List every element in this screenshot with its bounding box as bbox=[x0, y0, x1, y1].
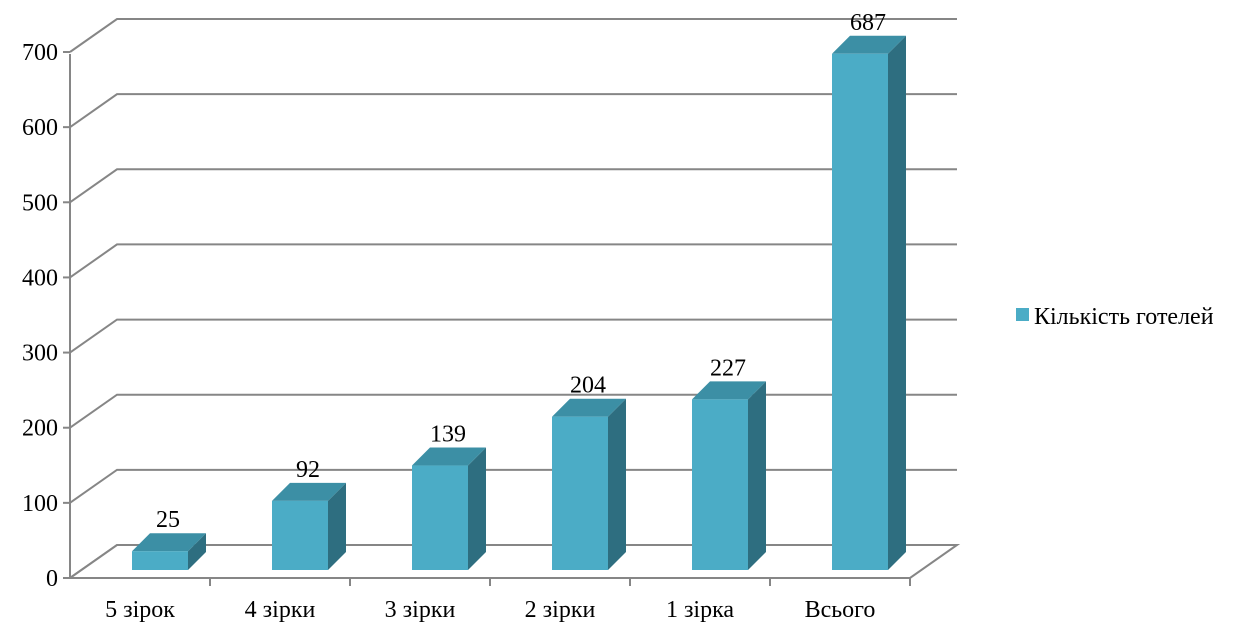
x-tick-label: 3 зірки bbox=[385, 597, 456, 623]
bar-top bbox=[412, 447, 486, 466]
data-label: 25 bbox=[156, 507, 180, 533]
bar bbox=[132, 533, 206, 570]
gridline bbox=[69, 393, 957, 429]
bar bbox=[272, 482, 346, 570]
bar-front bbox=[552, 416, 608, 570]
y-tick-label: 600 bbox=[22, 115, 58, 141]
gridlines bbox=[66, 18, 961, 579]
data-label: 687 bbox=[850, 10, 886, 36]
bar-side bbox=[888, 35, 906, 571]
bar-side bbox=[328, 482, 346, 570]
gridline bbox=[69, 18, 957, 53]
x-tick-label: 4 зірки bbox=[245, 597, 316, 623]
bar-top bbox=[272, 482, 346, 501]
x-tick-label: Всього bbox=[805, 597, 876, 623]
gridline bbox=[69, 93, 957, 128]
bar-top bbox=[132, 533, 206, 552]
data-label: 92 bbox=[296, 457, 320, 483]
x-tick-label: 5 зірок bbox=[105, 597, 175, 623]
y-tick-label: 500 bbox=[22, 190, 58, 216]
bar-front bbox=[692, 399, 748, 570]
bar-side bbox=[188, 533, 206, 570]
gridline bbox=[69, 243, 957, 279]
y-tick-label: 200 bbox=[22, 416, 58, 442]
bar-top bbox=[832, 35, 906, 54]
x-tick-label: 1 зірка bbox=[666, 597, 734, 623]
bar bbox=[832, 35, 906, 571]
y-tick-label: 0 bbox=[46, 566, 58, 592]
bar-top bbox=[692, 381, 766, 400]
data-label: 139 bbox=[430, 422, 466, 448]
y-tick-label: 700 bbox=[22, 40, 58, 66]
bar bbox=[692, 381, 766, 570]
bar-side bbox=[608, 398, 626, 570]
x-axis-tick-labels: 5 зірок 4 зірки 3 зірки 2 зірки 1 зірка Всьог… bbox=[105, 597, 875, 623]
bar bbox=[412, 447, 486, 570]
bars bbox=[132, 35, 906, 571]
y-axis-tick-labels: 0 100 200 300 400 500 600 700 bbox=[22, 40, 58, 592]
data-label: 227 bbox=[710, 355, 746, 381]
bar-front bbox=[272, 500, 328, 570]
bar-side bbox=[468, 447, 486, 570]
bar-top bbox=[552, 398, 626, 417]
y-tick-label: 100 bbox=[22, 491, 58, 517]
gridline bbox=[69, 318, 957, 354]
x-tick-label: 2 зірки bbox=[525, 597, 596, 623]
axes bbox=[63, 51, 911, 586]
bar-front bbox=[412, 465, 468, 570]
bar-front bbox=[132, 551, 188, 570]
legend-swatch bbox=[1016, 308, 1029, 321]
gridline bbox=[69, 468, 957, 504]
bar-side bbox=[748, 381, 766, 570]
legend: Кількість готелей bbox=[1016, 304, 1214, 330]
data-labels: 25 92 139 204 227 687 bbox=[156, 10, 886, 533]
data-label: 204 bbox=[570, 373, 606, 399]
legend-label: Кількість готелей bbox=[1034, 304, 1214, 330]
y-tick-label: 300 bbox=[22, 341, 58, 367]
gridline bbox=[69, 168, 957, 204]
bar bbox=[552, 398, 626, 570]
bar-front bbox=[832, 53, 888, 571]
y-tick-label: 400 bbox=[22, 265, 58, 291]
